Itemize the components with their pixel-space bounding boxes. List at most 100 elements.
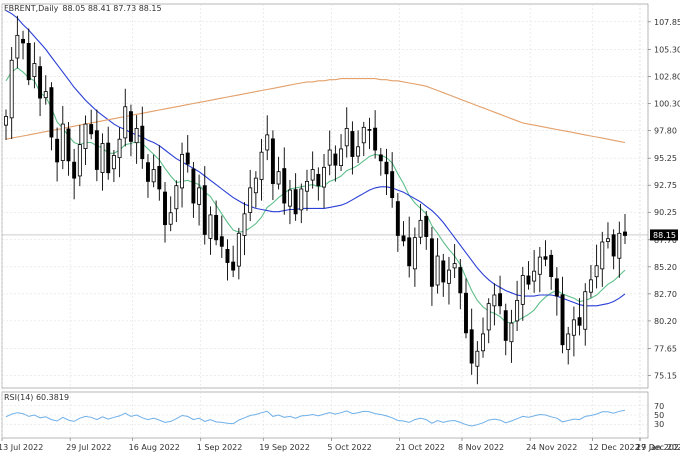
candle-body-up (367, 129, 372, 131)
y-tick-label: 97.80 (654, 127, 677, 136)
candle (418, 203, 423, 245)
candle-body-up (9, 59, 14, 119)
candle (588, 264, 593, 298)
candle (316, 167, 321, 201)
candle-body-down (293, 189, 298, 215)
candle-body-up (117, 138, 122, 159)
candle-body-down (282, 168, 287, 204)
candle (89, 109, 94, 140)
candle (299, 183, 304, 224)
candle (606, 222, 610, 249)
chart-header: FBRENT,Daily 88.05 88.41 87.73 88.15 (4, 4, 162, 13)
candle-body-down (395, 201, 400, 236)
candle (77, 125, 82, 187)
ma_fast-line (5, 67, 626, 324)
rsi-tick-label: 50 (654, 411, 664, 420)
candle (185, 135, 190, 173)
candle-body-down (464, 292, 468, 334)
candle (191, 161, 196, 218)
ohlc-readout: 88.05 88.41 87.73 88.15 (62, 4, 161, 13)
candle (617, 221, 622, 278)
candle (532, 250, 537, 293)
y-tick-label: 95.25 (654, 154, 677, 163)
symbol-label: FBRENT (4, 4, 36, 13)
candle-body-down (424, 215, 429, 237)
candle (174, 180, 179, 223)
candle (151, 154, 156, 188)
candle-body-down (316, 173, 321, 187)
candle (49, 82, 54, 151)
candle (509, 309, 514, 363)
candle (583, 283, 588, 346)
candle-body-up (412, 237, 417, 270)
candle (134, 115, 139, 164)
candle-body-up (287, 189, 292, 207)
candle (9, 46, 14, 139)
candle (435, 238, 440, 294)
candle (26, 28, 31, 86)
candle (106, 126, 111, 180)
candle (287, 179, 292, 225)
rsi-panel (2, 405, 648, 427)
candle (270, 130, 275, 200)
candle-body-down (401, 235, 406, 242)
candle-body-down (498, 293, 503, 307)
candle (123, 88, 128, 147)
current-price-box (650, 229, 678, 241)
candle (327, 130, 332, 176)
candle-body-down (378, 154, 383, 162)
candle (356, 130, 361, 164)
moving-averages (5, 10, 626, 324)
candle-body-down (163, 191, 167, 226)
candle-body-down (373, 127, 378, 151)
candle (577, 298, 582, 336)
candle-body-down (503, 310, 508, 341)
candle-body-down (549, 254, 554, 277)
x-tick-label: 8 Nov 2022 (458, 443, 504, 452)
candle (424, 210, 429, 250)
candle-body-up (265, 134, 270, 151)
candle (503, 303, 508, 356)
y-tick-label: 77.65 (654, 345, 677, 354)
rsi-title: RSI(14) 60.3819 (4, 393, 69, 402)
candle-body-down (202, 185, 207, 235)
candle (4, 109, 8, 140)
candle (32, 42, 37, 89)
candle-body-down (429, 238, 434, 287)
candle (401, 221, 406, 247)
candle (384, 148, 389, 195)
candle-body-up (537, 256, 542, 275)
y-tick-label: 90.25 (654, 208, 677, 217)
candle-body-up (305, 180, 309, 192)
candle-body-down (146, 162, 150, 182)
candle-body-up (168, 212, 173, 225)
candle (486, 298, 491, 344)
candle-body-down (390, 171, 395, 199)
x-tick-label: 29 Jul 2022 (66, 443, 111, 452)
candle (350, 121, 355, 175)
candle (373, 110, 378, 159)
grid (1, 3, 649, 439)
candle (43, 75, 48, 105)
candle-body-up (242, 213, 247, 236)
candle (310, 151, 315, 189)
candle (537, 246, 542, 293)
candle-body-up (566, 333, 571, 351)
candle-body-down (350, 131, 355, 157)
candle (15, 15, 20, 69)
candle-body-down (66, 128, 71, 162)
candle-body-up (4, 116, 8, 126)
candle (464, 278, 468, 339)
candle-body-up (594, 265, 599, 278)
candle (128, 104, 133, 157)
candle (72, 148, 77, 200)
candle-body-down (128, 111, 133, 142)
candle-body-down (21, 38, 25, 44)
candle (282, 147, 287, 215)
current-price-tag: 88.15 (650, 229, 678, 241)
candle-body-up (446, 269, 451, 284)
candle-body-up (43, 91, 48, 99)
candle (219, 215, 224, 259)
candle-body-up (310, 169, 315, 181)
candle-body-up (77, 144, 82, 177)
